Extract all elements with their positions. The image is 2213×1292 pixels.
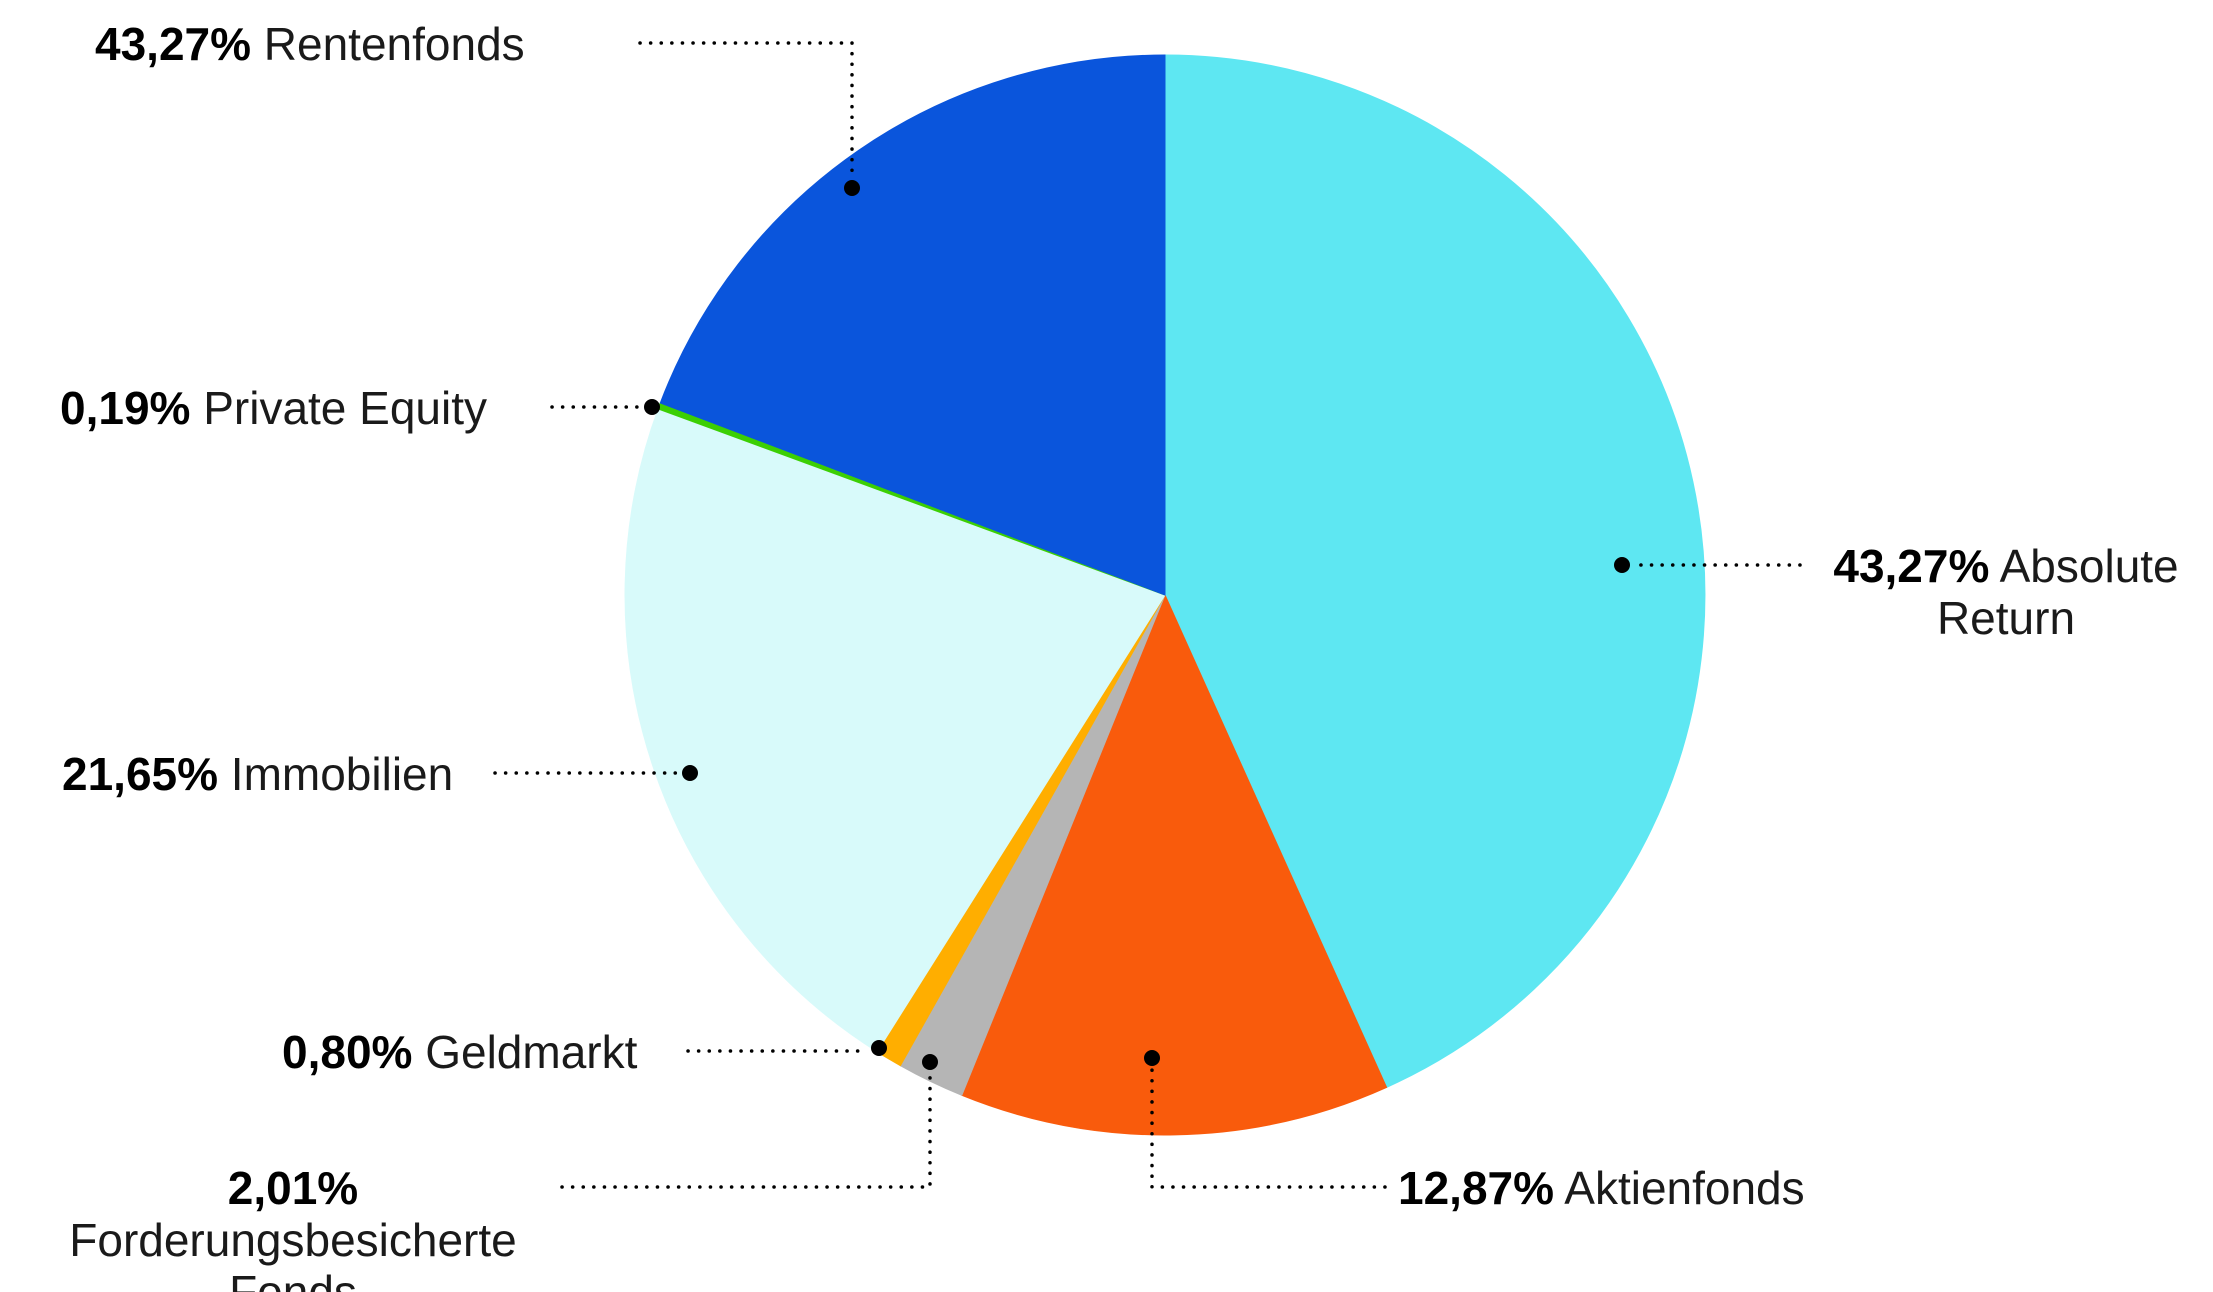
- absolute-return-percent: 43,27%: [1833, 540, 1990, 592]
- immobilien-percent: 21,65%: [62, 748, 219, 800]
- geldmarkt-percent: 0,80%: [282, 1026, 413, 1078]
- aktienfonds-percent: 12,87%: [1398, 1162, 1555, 1214]
- leader-line-aktienfonds: [1150, 1068, 1387, 1189]
- absolute-return-name: Absolute Return: [1936, 540, 2179, 644]
- label-forderungsbesicherte-fonds: 2,01% Forderungsbesicherte Fonds: [28, 1162, 558, 1292]
- geldmarkt-name: Geldmarkt: [425, 1026, 638, 1078]
- label-private-equity: 0,19% Private Equity: [60, 382, 487, 434]
- slice-rentenfonds: [659, 54, 1166, 596]
- slice-absolute-return: [1164, 54, 1706, 1089]
- slice-aktienfonds: [961, 593, 1388, 1136]
- private-equity-name: Private Equity: [203, 382, 488, 434]
- callout-dot-forderungsbesicherte-fonds: [922, 1054, 938, 1070]
- immobilien-name: Immobilien: [230, 748, 454, 800]
- callout-dot-rentenfonds: [844, 180, 860, 196]
- private-equity-percent: 0,19%: [60, 382, 191, 434]
- label-aktienfonds: 12,87% Aktienfonds: [1398, 1162, 1805, 1214]
- label-rentenfonds: 43,27% Rentenfonds: [95, 18, 525, 70]
- leader-line-forderungsbesicherte-fonds: [560, 1072, 932, 1189]
- label-absolute-return: 43,27% Absolute Return: [1820, 540, 2192, 644]
- label-immobilien: 21,65% Immobilien: [62, 748, 453, 800]
- leader-line-rentenfonds: [638, 41, 854, 178]
- callout-dot-private-equity: [644, 399, 660, 415]
- aktienfonds-name: Aktienfonds: [1564, 1162, 1805, 1214]
- callout-dot-immobilien: [682, 765, 698, 781]
- rentenfonds-percent: 43,27%: [95, 18, 252, 70]
- forderungsbesicherte-fonds-percent: 2,01%: [227, 1162, 359, 1214]
- slice-immobilien: [624, 408, 1166, 1053]
- forderungsbesicherte-fonds-name: Forderungsbesicherte Fonds: [69, 1214, 517, 1292]
- rentenfonds-name: Rentenfonds: [263, 18, 525, 70]
- callout-dot-geldmarkt: [871, 1040, 887, 1056]
- callout-dot-aktienfonds: [1144, 1050, 1160, 1066]
- callout-dot-absolute-return: [1614, 557, 1630, 573]
- label-geldmarkt: 0,80% Geldmarkt: [282, 1026, 637, 1078]
